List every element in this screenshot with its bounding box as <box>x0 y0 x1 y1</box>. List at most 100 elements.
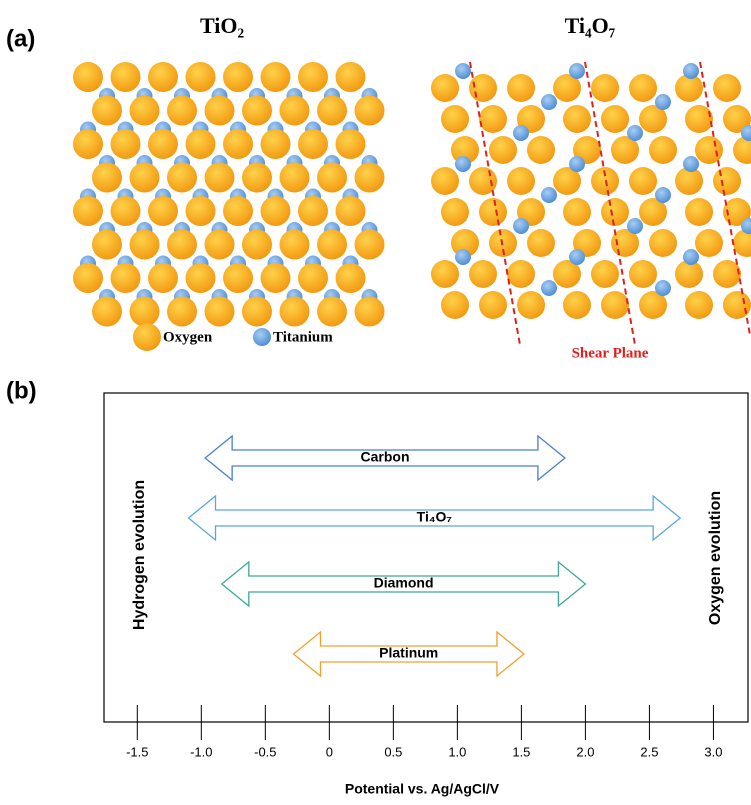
oxygen-atom <box>223 62 253 92</box>
oxygen-atom <box>355 297 385 327</box>
oxygen-atom <box>186 196 216 226</box>
oxygen-atom <box>130 230 160 260</box>
oxygen-atom <box>695 229 723 257</box>
oxygen-atom <box>298 62 328 92</box>
oxygen-atom <box>479 105 507 133</box>
oxygen-atom <box>148 62 178 92</box>
oxygen-atom <box>431 74 459 102</box>
oxygen-atom <box>242 96 272 126</box>
oxygen-atom <box>73 62 103 92</box>
oxygen-atom <box>563 291 591 319</box>
titanium-atom <box>683 156 699 172</box>
oxygen-atom <box>601 198 629 226</box>
x-tick-label: 3.0 <box>704 744 722 759</box>
oxygen-atom <box>261 196 291 226</box>
titanium-atom <box>655 280 671 296</box>
oxygen-atom <box>261 62 291 92</box>
titanium-atom <box>627 125 643 141</box>
x-tick-label: 1.5 <box>512 744 530 759</box>
oxygen-atom <box>695 136 723 164</box>
oxygen-atom <box>355 96 385 126</box>
oxygen-atom <box>317 297 347 327</box>
oxygen-atom <box>527 136 555 164</box>
oxygen-atom <box>261 263 291 293</box>
oxygen-atom <box>205 163 235 193</box>
oxygen-atom <box>205 96 235 126</box>
x-tick-label: -1.0 <box>190 744 212 759</box>
titanium-atom <box>627 218 643 234</box>
oxygen-atom <box>167 96 197 126</box>
range-label: Diamond <box>374 575 434 591</box>
oxygen-atom <box>205 230 235 260</box>
x-tick-label: 2.5 <box>640 744 658 759</box>
oxygen-atom <box>73 196 103 226</box>
oxygen-atom <box>280 96 310 126</box>
oxygen-atom <box>167 163 197 193</box>
oxygen-atom <box>73 129 103 159</box>
oxygen-atom <box>649 136 677 164</box>
titanium-atom <box>513 125 529 141</box>
oxygen-atom <box>489 136 517 164</box>
oxygen-atom <box>723 291 751 319</box>
titanium-atom <box>569 156 585 172</box>
oxygen-atom <box>92 230 122 260</box>
legend-label: Titanium <box>273 329 333 345</box>
oxygen-atom <box>507 167 535 195</box>
oxygen-atom <box>317 163 347 193</box>
x-axis-label: Potential vs. Ag/AgCl/V <box>345 781 500 797</box>
oxygen-atom <box>336 263 366 293</box>
oxygen-atom <box>317 96 347 126</box>
titanium-atom <box>455 156 471 172</box>
oxygen-atom <box>713 74 741 102</box>
oxygen-atom <box>336 196 366 226</box>
oxygen-atom <box>629 260 657 288</box>
range-label: Ti₄O₇ <box>417 509 452 525</box>
titanium-atom <box>513 218 529 234</box>
x-tick-label: -1.5 <box>126 744 148 759</box>
oxygen-atom <box>298 196 328 226</box>
oxygen-atom <box>280 297 310 327</box>
oxygen-atom <box>92 163 122 193</box>
x-tick-label: 0.5 <box>384 744 402 759</box>
oxygen-atom <box>591 74 619 102</box>
oxygen-atom <box>298 263 328 293</box>
oxygen-atom <box>298 129 328 159</box>
x-tick-label: 0 <box>326 744 333 759</box>
titanium-atom <box>541 94 557 110</box>
oxygen-atom <box>685 198 713 226</box>
oxygen-atom <box>167 230 197 260</box>
titanium-atom <box>569 249 585 265</box>
oxygen-atom <box>205 297 235 327</box>
oxygen-atom <box>242 163 272 193</box>
panel-label: (a) <box>6 25 35 52</box>
oxygen-atom <box>507 74 535 102</box>
oxygen-atom <box>441 291 469 319</box>
titanium-atom <box>541 187 557 203</box>
figure: (a) TiO₂ Ti₄O₇ Oxygen Titanium Shear Pla… <box>0 0 751 805</box>
oxygen-atom <box>130 163 160 193</box>
oxygen-atom <box>591 260 619 288</box>
oxygen-atom <box>130 96 160 126</box>
oxygen-atom <box>92 96 122 126</box>
x-tick-label: 2.0 <box>576 744 594 759</box>
oxygen-atom <box>479 291 507 319</box>
oxygen-atom <box>563 105 591 133</box>
oxygen-atom <box>111 129 141 159</box>
oxygen-atom <box>186 263 216 293</box>
titanium-atom <box>655 187 671 203</box>
oxygen-atom <box>601 291 629 319</box>
oxygen-atom <box>280 230 310 260</box>
oxygen-atom <box>431 167 459 195</box>
x-tick-label: -0.5 <box>254 744 276 759</box>
annotation: Shear Plane <box>572 345 649 361</box>
oxygen-atom <box>242 297 272 327</box>
oxygen-atom <box>563 198 591 226</box>
oxygen-atom <box>479 198 507 226</box>
side-label: Oxygen evolution <box>707 491 724 625</box>
oxygen-atom <box>223 196 253 226</box>
titanium-atom <box>455 63 471 79</box>
oxygen-atom <box>685 291 713 319</box>
oxygen-atom <box>431 260 459 288</box>
oxygen-atom <box>441 105 469 133</box>
legend-label: Oxygen <box>163 329 213 345</box>
